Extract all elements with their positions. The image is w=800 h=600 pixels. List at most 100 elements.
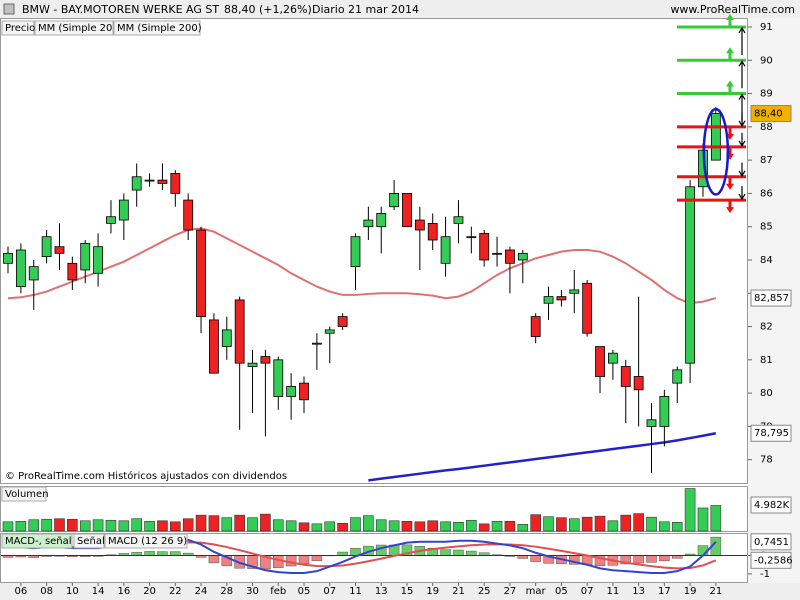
candle-body	[710, 113, 721, 161]
candle-body	[517, 252, 528, 261]
candle-body	[337, 316, 348, 327]
value-tag: 4.982K	[754, 500, 790, 511]
candle-body	[93, 246, 103, 274]
candle-body	[389, 193, 400, 208]
level-arrow	[726, 47, 734, 60]
histogram-bar	[633, 555, 644, 564]
candle-body	[659, 396, 670, 427]
candle-body	[466, 236, 477, 239]
x-tick-label: 11	[607, 586, 620, 597]
value-tag: 78,795	[754, 428, 789, 439]
x-tick-label: 28	[220, 586, 233, 597]
x-tick-label: 05	[555, 586, 568, 597]
candle-body	[247, 362, 258, 367]
volume-bar	[633, 513, 644, 532]
x-tick-label: 11	[349, 586, 362, 597]
candle-body	[80, 242, 91, 271]
volume-bar	[440, 521, 451, 532]
value-tag: 88,40	[754, 109, 783, 120]
volume-bar	[182, 518, 194, 532]
site: www.ProRealTime.com	[670, 3, 795, 16]
candle-body	[41, 236, 52, 258]
x-tick-label: 10	[66, 586, 79, 597]
histogram-bar	[144, 551, 155, 556]
volume-bar	[157, 520, 168, 532]
volume-bar	[105, 519, 117, 532]
legend-entry: Señal	[77, 536, 105, 547]
candle-body	[492, 252, 502, 255]
volume-bar	[285, 520, 297, 532]
volume-bar	[92, 519, 104, 532]
volume-bar	[594, 515, 606, 532]
volume-panel	[0, 486, 748, 532]
candle-body	[3, 252, 13, 264]
candle-body	[646, 419, 657, 427]
volume-bar	[620, 514, 632, 532]
value-tag-box	[750, 105, 792, 123]
change: 88,40 (+1,26%)	[224, 3, 312, 16]
volume-bar	[350, 517, 361, 532]
x-tick-label: 19	[426, 586, 439, 597]
volume-bar	[363, 515, 374, 532]
candle-body	[402, 193, 412, 228]
volume-bar	[375, 519, 387, 532]
volume-bar	[530, 514, 541, 532]
x-tick-label: 07	[323, 586, 336, 597]
range-arrow	[738, 112, 746, 128]
x-tick-label: mar	[526, 586, 547, 597]
volume-bar	[208, 515, 220, 532]
legend-entry: Volumen	[5, 489, 49, 500]
x-tick-label: 07	[581, 586, 594, 597]
candle-body	[530, 316, 541, 337]
x-tick-label: 24	[195, 586, 208, 597]
range-arrow	[738, 132, 746, 147]
volume-bar	[144, 520, 155, 532]
icon	[3, 3, 15, 15]
y-tick-label: 91	[760, 22, 773, 33]
candle-body	[260, 356, 271, 364]
x-tick-label: 16	[117, 586, 130, 597]
x-tick-label: 13	[375, 586, 388, 597]
volume-bar	[67, 518, 78, 532]
x-tick-label: feb	[270, 586, 286, 597]
volume-bar	[28, 519, 40, 532]
level-arrow	[726, 13, 734, 26]
candle-body	[582, 282, 593, 334]
volume-bar	[581, 516, 593, 532]
candle-body	[479, 232, 490, 261]
candle-body	[67, 262, 78, 281]
x-tick-label: 06	[15, 586, 28, 597]
volume-bar	[298, 522, 310, 532]
y-tick-label: 82	[760, 322, 773, 333]
y-tick-label: 80	[760, 388, 773, 399]
volume-bar	[659, 521, 670, 532]
value-tag-box	[750, 289, 792, 307]
x-tick-label: 25	[478, 586, 491, 597]
candle-body	[234, 299, 245, 364]
volume-bar	[247, 517, 258, 532]
moving-average	[7, 227, 717, 305]
x-tick-label: 30	[246, 586, 259, 597]
price-panel	[0, 18, 748, 484]
histogram-bar	[440, 549, 451, 556]
x-tick-label: 20	[143, 586, 156, 597]
candle-body	[157, 179, 168, 184]
value-tag: 0,7451	[754, 537, 789, 548]
histogram-bar	[530, 555, 541, 562]
candle-body	[350, 236, 361, 268]
legend-box	[34, 20, 114, 36]
volume-bar	[401, 520, 413, 532]
value-tag-box	[750, 424, 792, 442]
x-tick-label: 27	[504, 586, 517, 597]
volume-bar	[568, 518, 580, 532]
candle-body	[543, 296, 554, 304]
candle-body	[299, 382, 309, 401]
histogram-bar	[298, 555, 310, 565]
x-tick-label: 05	[298, 586, 311, 597]
volume-bar	[414, 521, 426, 532]
volume-bar	[79, 520, 91, 532]
value-tag: -0,2586	[754, 555, 793, 566]
volume-bar	[646, 516, 657, 532]
level-arrow	[726, 80, 734, 93]
